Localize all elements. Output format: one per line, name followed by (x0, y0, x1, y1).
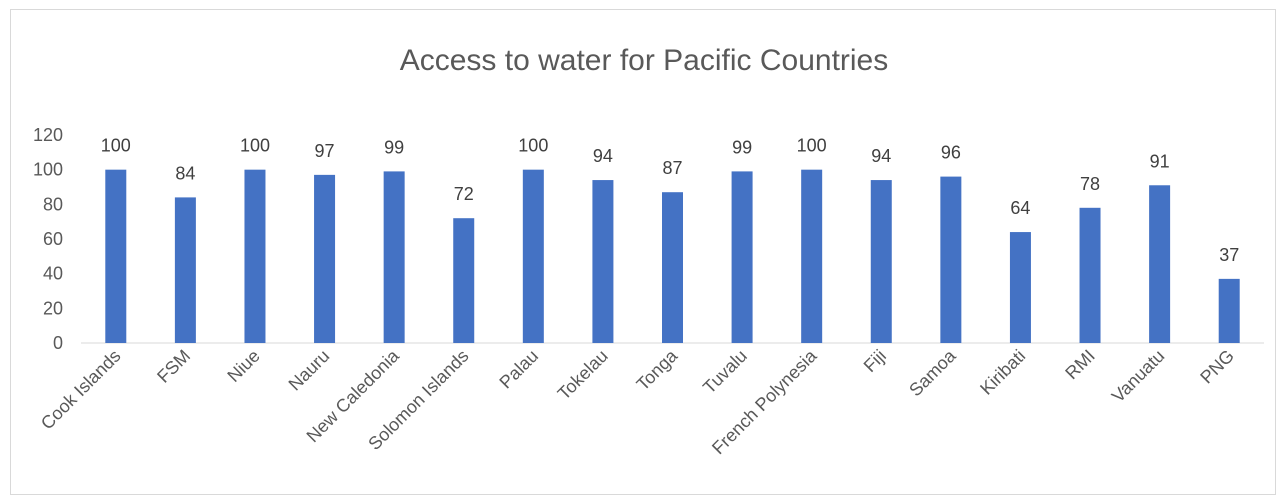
data-label: 64 (1010, 198, 1030, 218)
y-tick-label: 0 (53, 333, 63, 353)
data-label: 100 (518, 136, 548, 156)
data-label: 37 (1219, 245, 1239, 265)
x-tick-label: Cook Islands (37, 346, 125, 434)
bar (870, 180, 892, 343)
bar (731, 171, 753, 343)
y-axis: 0 20 40 60 80 100 120 (33, 125, 63, 353)
data-label: 99 (732, 137, 752, 157)
bar (1079, 207, 1101, 343)
bar (940, 176, 962, 343)
data-label: 72 (454, 184, 474, 204)
y-tick-label: 80 (43, 194, 63, 214)
chart-area: Access to water for Pacific Countries 0 2… (10, 9, 1276, 495)
y-tick-label: 100 (33, 160, 63, 180)
bar (1009, 232, 1031, 343)
x-tick-label: Kiribati (976, 346, 1029, 399)
data-label: 96 (941, 143, 961, 163)
bar (105, 169, 127, 343)
data-label: 87 (662, 158, 682, 178)
y-tick-label: 40 (43, 264, 63, 284)
x-tick-label: Niue (223, 346, 263, 386)
x-tick-label: RMI (1061, 346, 1098, 383)
data-label: 94 (871, 146, 891, 166)
data-label: 78 (1080, 174, 1100, 194)
x-tick-label: Nauru (285, 346, 334, 395)
data-labels: 100 84 100 97 99 72 100 94 87 99 100 94 96 64 78 91 37 (101, 136, 1239, 265)
data-label: 100 (240, 136, 270, 156)
x-tick-label: Palau (495, 346, 542, 393)
data-label: 99 (384, 137, 404, 157)
data-label: 97 (315, 141, 335, 161)
bar (383, 171, 405, 343)
data-label: 84 (175, 163, 195, 183)
data-label: 100 (101, 136, 131, 156)
x-tick-label: Tuvalu (699, 346, 751, 398)
bar (453, 218, 475, 343)
bar (314, 174, 336, 343)
x-tick-label: PNG (1196, 346, 1238, 388)
bar (244, 169, 266, 343)
bar-series (105, 169, 1240, 343)
x-tick-label: Vanuatu (1108, 346, 1169, 407)
bar-chart: Access to water for Pacific Countries 0 2… (33, 44, 1264, 458)
y-tick-label: 20 (43, 298, 63, 318)
chart-title: Access to water for Pacific Countries (400, 44, 889, 77)
bar (522, 169, 544, 343)
x-tick-label: FSM (153, 346, 194, 387)
bar (662, 192, 683, 343)
y-tick-label: 60 (43, 229, 63, 249)
y-tick-label: 120 (33, 125, 63, 145)
data-label: 94 (593, 146, 613, 166)
bar (592, 180, 614, 343)
bar (1149, 185, 1171, 343)
x-tick-label: Tokelau (554, 346, 612, 404)
data-label: 91 (1150, 151, 1170, 171)
x-tick-label: Fiji (860, 346, 890, 376)
bar (174, 197, 196, 343)
bar (1218, 278, 1240, 343)
data-label: 100 (797, 136, 827, 156)
x-tick-label: Samoa (905, 345, 960, 400)
x-tick-label: Tonga (633, 345, 683, 395)
bar (801, 169, 823, 343)
